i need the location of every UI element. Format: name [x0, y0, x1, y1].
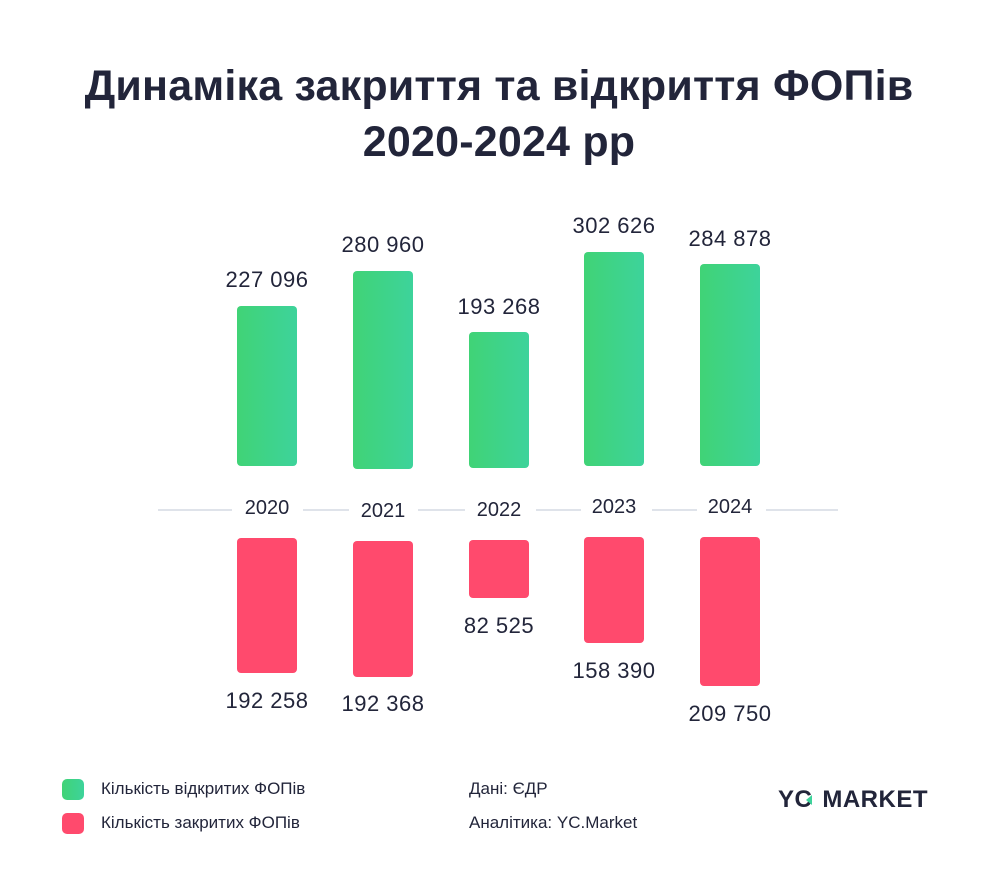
closed-bar-2022 — [469, 540, 529, 598]
opened-bar-2023 — [584, 252, 644, 466]
opened-bar-2021 — [353, 271, 413, 469]
opened-bar-2024 — [700, 264, 760, 466]
analytics-credit: Аналітика: YC.Market — [469, 813, 638, 832]
legend: Кількість відкритих ФОПів Кількість закр… — [62, 772, 305, 840]
legend-swatch-red-icon — [62, 812, 84, 834]
closed-bar-2020 — [237, 538, 297, 673]
closed-value-2021: 192 368 — [341, 691, 425, 716]
axis-line — [536, 509, 581, 511]
legend-swatch-green-icon — [62, 778, 84, 800]
legend-label-opened: Кількість відкритих ФОПів — [101, 779, 306, 798]
closed-value-2024: 209 750 — [688, 701, 772, 726]
closed-value-2022: 82 525 — [463, 613, 535, 638]
data-source: Дані: ЄДР — [469, 779, 548, 798]
opened-bar-2020 — [237, 306, 297, 466]
closed-bar-2024 — [700, 537, 760, 686]
closed-value-2020: 192 258 — [225, 688, 309, 713]
opened-value-2021: 280 960 — [341, 232, 425, 257]
opened-value-2024: 284 878 — [688, 226, 772, 251]
year-label-2020: 2020 — [244, 497, 290, 519]
axis-line — [652, 509, 697, 511]
closed-bar-2021 — [353, 541, 413, 677]
opened-value-2022: 193 268 — [457, 294, 541, 319]
chart-title-line-2: 2020-2024 рр — [362, 118, 636, 166]
closed-value-2023: 158 390 — [572, 658, 656, 683]
legend-item-closed: Кількість закритих ФОПів — [62, 806, 305, 840]
legend-label-closed: Кількість закритих ФОПів — [101, 813, 300, 832]
year-label-2021: 2021 — [360, 500, 406, 522]
year-label-2024: 2024 — [707, 496, 753, 518]
logo-accent-triangle-icon — [806, 795, 813, 805]
axis-line — [766, 509, 838, 511]
source-info: Дані: ЄДР Аналітика: YC.Market — [469, 772, 637, 840]
logo-right-text: MARKET — [822, 786, 928, 813]
chart-title-line-1: Динаміка закриття та відкриття ФОПів — [84, 62, 914, 110]
logo-left-text: YC — [778, 786, 813, 813]
year-label-2023: 2023 — [591, 496, 637, 518]
year-label-2022: 2022 — [476, 499, 522, 521]
axis-line — [303, 509, 349, 511]
yc-market-logo: YC MARKET — [778, 786, 928, 814]
legend-item-opened: Кількість відкритих ФОПів — [62, 772, 305, 806]
axis-line — [158, 509, 232, 511]
opened-value-2023: 302 626 — [572, 213, 656, 238]
closed-bar-2023 — [584, 537, 644, 643]
axis-line — [418, 509, 465, 511]
opened-bar-2022 — [469, 332, 529, 468]
chart-title: Динаміка закриття та відкриття ФОПів 202… — [0, 58, 998, 170]
chart-area: 227 096 2020 192 258 280 960 2021 192 36… — [158, 213, 838, 726]
opened-value-2020: 227 096 — [225, 267, 309, 292]
